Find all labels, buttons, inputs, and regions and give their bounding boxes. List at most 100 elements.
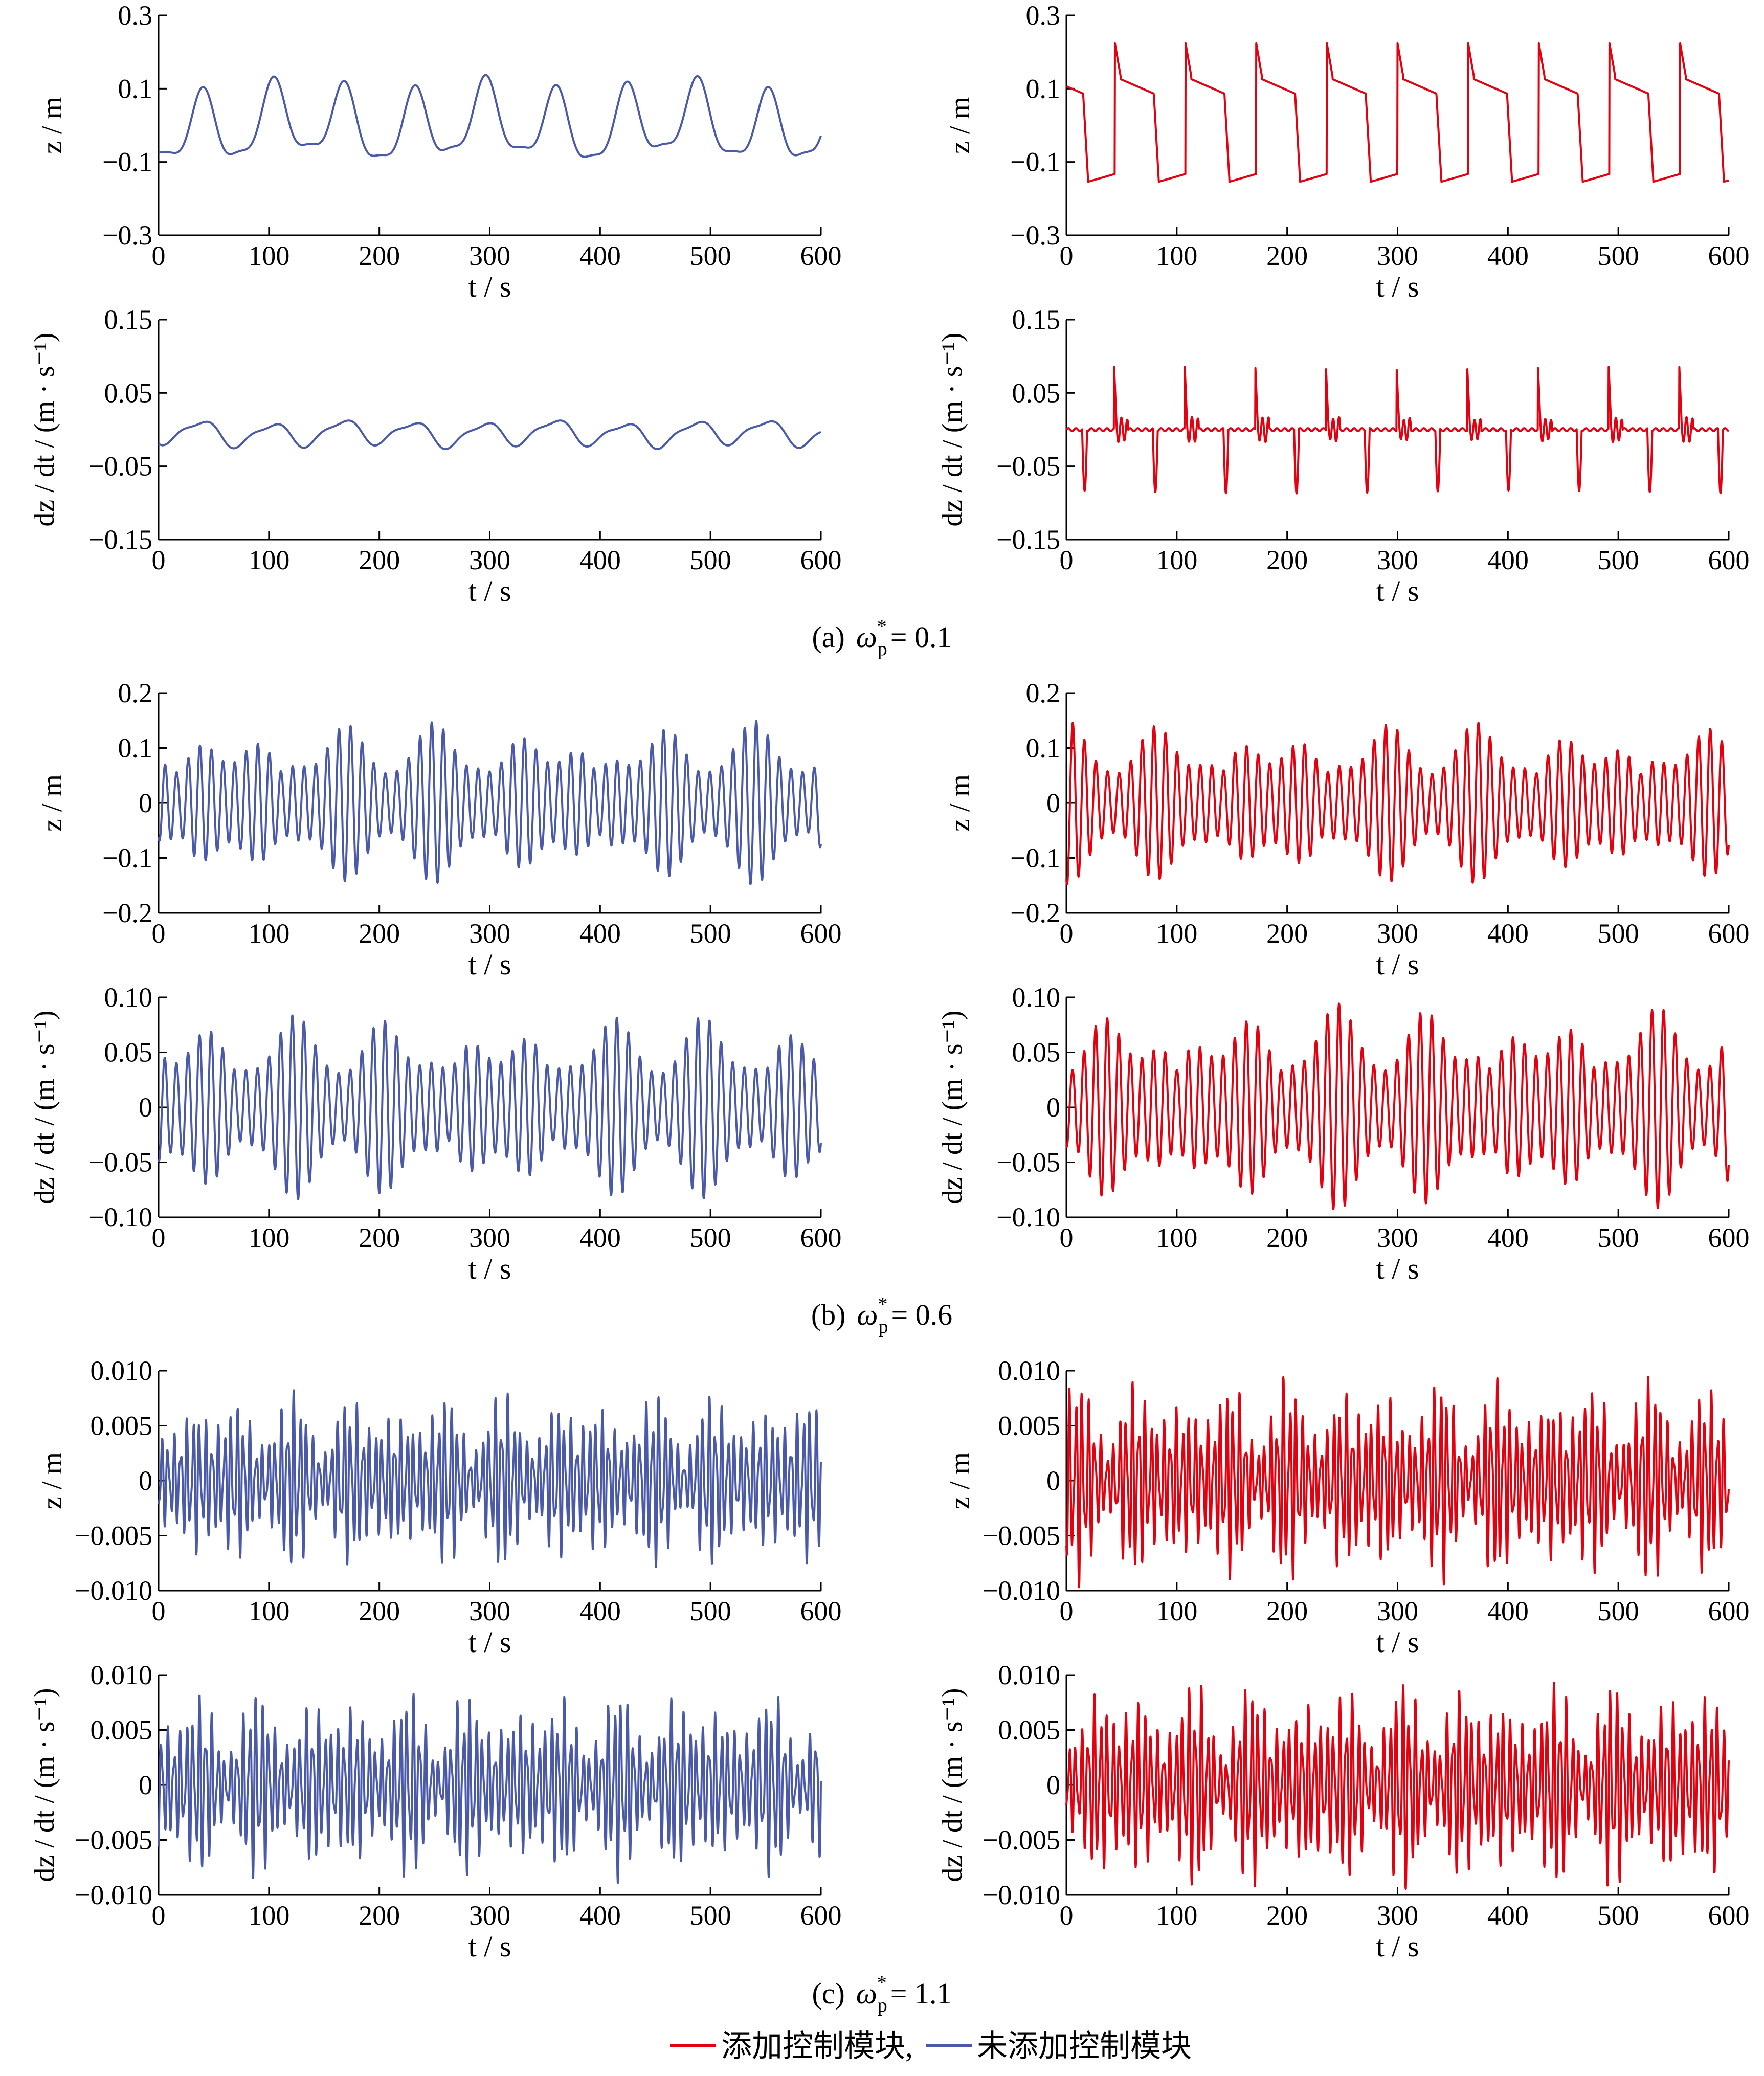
legend-label-controlled: 添加控制模块,	[721, 2029, 913, 2063]
y-tick-label: −0.15	[996, 524, 1060, 555]
y-tick-label: 0.3	[118, 0, 153, 31]
x-tick-label: 500	[1598, 1900, 1639, 1931]
y-tick-label: 0.2	[118, 678, 153, 708]
x-tick-label: 400	[1487, 240, 1529, 271]
x-tick-label: 500	[690, 1900, 731, 1931]
y-tick-label: 0	[1046, 1092, 1060, 1123]
x-tick-label: 500	[1598, 240, 1639, 271]
x-tick-label: 600	[800, 1900, 842, 1931]
panel-b-dz-controlled: 0 100 200 300 400 500 600 −0.10 −0.05 0 0.05 0.10 t …	[936, 982, 1750, 1285]
x-tick-label: 0	[1060, 1222, 1074, 1253]
y-tick-label: −0.1	[102, 147, 152, 177]
panel-a-z-uncontrolled: 0 100 200 300 400 500 600 −0.3 −0.1 0.1 0.3 t / s z …	[36, 0, 842, 303]
y-tick-label: 0.05	[104, 377, 153, 408]
y-tick-label: 0.005	[998, 1411, 1061, 1441]
x-tick-label: 100	[248, 545, 289, 575]
x-tick-label: 100	[248, 918, 289, 949]
y-tick-label: 0.1	[1026, 73, 1061, 104]
x-tick-label: 300	[469, 240, 510, 271]
panel-b-dz-uncontrolled: 0 100 200 300 400 500 600 −0.10 −0.05 0 0.05 0.10 t …	[29, 982, 842, 1285]
caption-a: (a) ω* p = 0.1	[812, 616, 951, 660]
x-tick-label: 400	[579, 1900, 621, 1931]
x-tick-label: 200	[359, 1900, 400, 1931]
y-tick-label: −0.05	[88, 451, 152, 482]
x-tick-label: 400	[579, 1596, 621, 1626]
y-axis-label: z / m	[944, 1452, 976, 1509]
x-tick-label: 500	[690, 1596, 731, 1626]
y-tick-label: −0.05	[996, 451, 1060, 482]
y-tick-label: −0.010	[983, 1880, 1060, 1910]
x-axis-label: t / s	[468, 1625, 511, 1659]
x-tick-label: 400	[579, 918, 621, 949]
caption-c: (c) ω* p = 1.1	[812, 1972, 951, 2016]
x-tick-label: 500	[690, 240, 731, 271]
x-tick-label: 0	[152, 1900, 166, 1931]
y-tick-label: −0.005	[75, 1825, 152, 1856]
y-axis-label: dz / dt / (m · s⁻¹)	[29, 1688, 60, 1882]
y-tick-label: −0.10	[996, 1202, 1060, 1233]
series-line-uncontrolled	[158, 1014, 822, 1200]
x-tick-label: 300	[469, 1900, 510, 1931]
x-axis-label: t / s	[468, 574, 511, 608]
x-tick-label: 200	[1266, 1222, 1308, 1253]
series-line-controlled	[1065, 366, 1730, 495]
y-axis-label: dz / dt / (m · s⁻¹)	[29, 1010, 60, 1204]
x-tick-label: 400	[579, 240, 621, 271]
panel-b-z-uncontrolled: 0 100 200 300 400 500 600 −0.2 −0.1 0 0.1 0.2 t / s z…	[36, 678, 842, 981]
y-tick-label: −0.1	[102, 843, 152, 874]
x-tick-label: 600	[1708, 1222, 1750, 1253]
x-tick-label: 0	[152, 918, 166, 949]
panel-a-dz-uncontrolled: 0 100 200 300 400 500 600 −0.15 −0.05 0.05 0.15 t /…	[29, 304, 842, 608]
x-tick-label: 300	[1377, 918, 1418, 949]
y-tick-label: 0.05	[1012, 1037, 1061, 1068]
y-tick-label: −0.005	[75, 1521, 152, 1551]
series-line-uncontrolled	[158, 1389, 822, 1568]
y-tick-label: 0	[1046, 788, 1060, 818]
x-tick-label: 100	[248, 1222, 289, 1253]
x-tick-label: 600	[800, 1222, 842, 1253]
x-tick-label: 300	[1377, 545, 1418, 575]
x-tick-label: 0	[1060, 240, 1074, 271]
series-line-uncontrolled	[158, 1693, 822, 1884]
x-tick-label: 500	[690, 1222, 731, 1253]
x-tick-label: 400	[1487, 1222, 1529, 1253]
x-axis-label: t / s	[468, 270, 511, 303]
x-tick-label: 400	[1487, 545, 1529, 575]
y-tick-label: 0	[139, 1465, 152, 1496]
y-tick-label: −0.10	[88, 1202, 152, 1233]
panel-c-z-uncontrolled: 0 100 200 300 400 500 600 −0.010 −0.005 0 0.005 0.0…	[36, 1355, 842, 1659]
x-tick-label: 300	[1377, 1596, 1418, 1626]
y-tick-label: 0.010	[91, 1660, 153, 1690]
y-tick-label: 0.010	[91, 1355, 153, 1386]
x-tick-label: 200	[359, 918, 400, 949]
y-tick-label: 0.005	[998, 1715, 1061, 1746]
x-axis-label: t / s	[1376, 1930, 1419, 1963]
x-tick-label: 500	[1598, 918, 1639, 949]
x-tick-label: 200	[1266, 1900, 1308, 1931]
x-tick-label: 0	[152, 1596, 166, 1626]
y-tick-label: 0.005	[91, 1715, 153, 1746]
y-tick-label: −0.010	[75, 1880, 152, 1910]
panel-b-z-controlled: 0 100 200 300 400 500 600 −0.2 −0.1 0 0.1 0.2 t / s z…	[944, 678, 1750, 981]
y-tick-label: 0.05	[1012, 377, 1061, 408]
x-axis-label: t / s	[468, 948, 511, 981]
x-tick-label: 0	[152, 545, 166, 575]
panels: 0 100 200 300 400 500 600 −0.3 −0.1 0.1 0.3 t / s z …	[29, 0, 1750, 1963]
x-tick-label: 400	[579, 545, 621, 575]
x-tick-label: 300	[469, 1596, 510, 1626]
x-tick-label: 400	[1487, 1900, 1529, 1931]
y-tick-label: −0.005	[983, 1521, 1060, 1551]
x-tick-label: 500	[690, 545, 731, 575]
y-axis-label: z / m	[944, 97, 976, 154]
y-tick-label: −0.010	[983, 1575, 1060, 1606]
x-tick-label: 600	[800, 545, 842, 575]
y-tick-label: −0.15	[88, 524, 152, 555]
x-tick-label: 600	[800, 1596, 842, 1626]
series-line-uncontrolled	[158, 720, 822, 885]
x-tick-label: 0	[1060, 918, 1074, 949]
x-tick-label: 100	[248, 1596, 289, 1626]
x-tick-label: 0	[152, 1222, 166, 1253]
y-tick-label: −0.3	[1010, 220, 1060, 251]
y-axis-label: z / m	[36, 774, 68, 832]
